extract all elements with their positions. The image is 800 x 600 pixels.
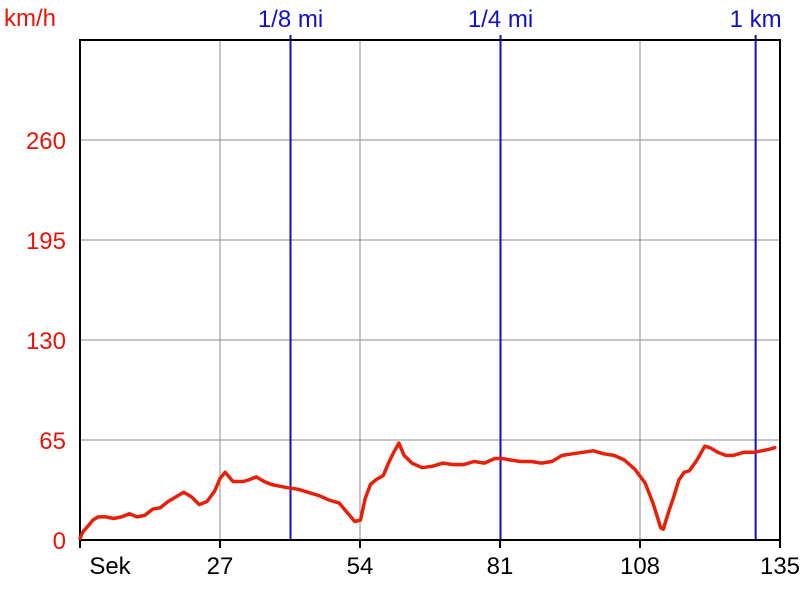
y-axis-label: km/h (4, 5, 56, 32)
y-tick-labels: 0 65 130 195 260 (26, 128, 66, 555)
x-tick-label: 81 (487, 553, 514, 580)
axis-ticks (79, 540, 781, 548)
x-axis-label: Sek (89, 553, 131, 580)
y-tick-label: 65 (39, 428, 66, 455)
x-tick-label: 54 (347, 553, 374, 580)
distance-marker-label: 1/8 mi (258, 6, 323, 33)
distance-marker-label: 1 km (730, 6, 782, 33)
distance-markers (289, 35, 757, 540)
x-tick-label: 27 (207, 553, 234, 580)
series-line (78, 441, 777, 541)
x-tick-labels: 27 54 81 108 135 (207, 553, 800, 580)
x-tick-label: 135 (760, 553, 800, 580)
y-tick-label: 260 (26, 128, 66, 155)
y-tick-label: 130 (26, 328, 66, 355)
x-tick-label: 108 (620, 553, 660, 580)
distance-marker-label: 1/4 mi (468, 6, 533, 33)
y-tick-label: 195 (26, 228, 66, 255)
distance-marker-labels: 1/8 mi 1/4 mi 1 km (258, 6, 782, 33)
y-tick-label: 0 (53, 528, 66, 555)
plot-frame (79, 39, 781, 541)
